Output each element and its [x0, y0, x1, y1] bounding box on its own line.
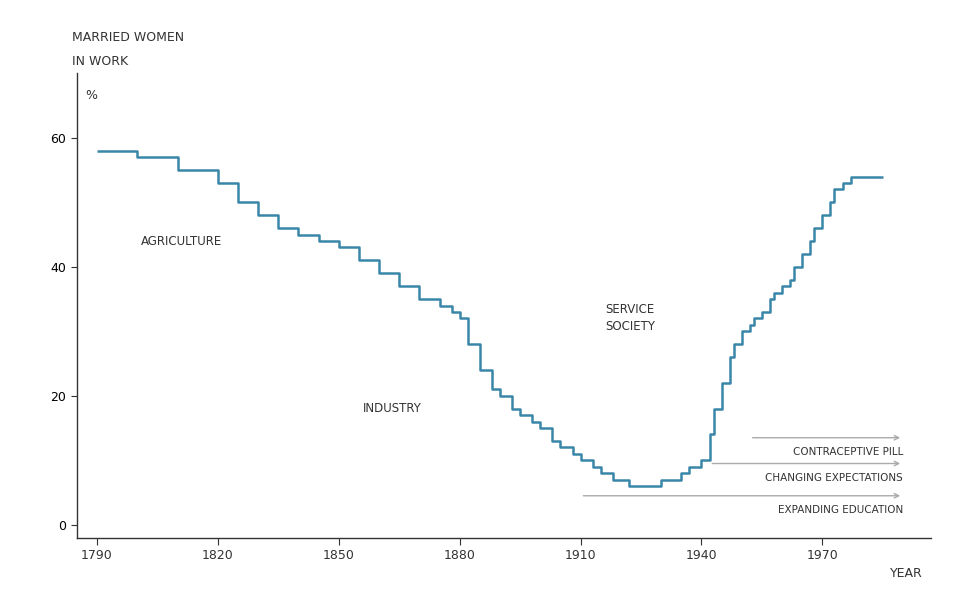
- Text: EXPANDING EDUCATION: EXPANDING EDUCATION: [778, 505, 903, 516]
- Text: IN WORK: IN WORK: [72, 55, 128, 68]
- Text: INDUSTRY: INDUSTRY: [363, 402, 421, 415]
- Text: %: %: [84, 89, 97, 102]
- Text: MARRIED WOMEN: MARRIED WOMEN: [72, 31, 184, 43]
- Text: AGRICULTURE: AGRICULTURE: [141, 235, 223, 247]
- Text: CONTRACEPTIVE PILL: CONTRACEPTIVE PILL: [793, 447, 903, 458]
- Text: YEAR: YEAR: [890, 567, 924, 580]
- Text: CHANGING EXPECTATIONS: CHANGING EXPECTATIONS: [765, 473, 903, 483]
- Text: SERVICE
SOCIETY: SERVICE SOCIETY: [605, 304, 655, 334]
